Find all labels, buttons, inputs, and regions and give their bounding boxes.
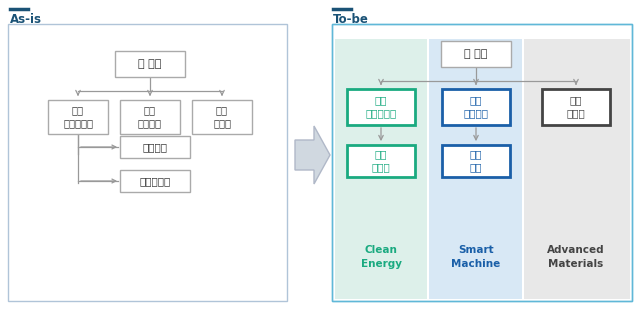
Bar bbox=[524, 39, 630, 299]
Bar bbox=[332, 24, 632, 301]
Bar bbox=[120, 136, 190, 158]
Text: Clean
Energy: Clean Energy bbox=[360, 245, 401, 269]
Bar bbox=[347, 89, 415, 125]
Bar bbox=[115, 51, 185, 77]
Text: Smart
Machine: Smart Machine bbox=[451, 245, 500, 269]
Text: As-is: As-is bbox=[10, 13, 42, 26]
Text: 두산
테스나: 두산 테스나 bbox=[566, 95, 586, 119]
Text: 두산밥켓: 두산밥켓 bbox=[143, 142, 168, 152]
Text: Ⓡ 두산: Ⓡ 두산 bbox=[464, 49, 488, 59]
Text: 두산
밥켓: 두산 밥켓 bbox=[470, 149, 483, 173]
Text: To-be: To-be bbox=[333, 13, 369, 26]
Bar bbox=[347, 145, 415, 177]
Text: Advanced
Materials: Advanced Materials bbox=[547, 245, 605, 269]
Bar bbox=[8, 24, 287, 301]
Text: 두산
에너빌리티: 두산 에너빌리티 bbox=[63, 105, 93, 129]
Bar bbox=[120, 100, 180, 134]
Bar bbox=[429, 39, 522, 299]
Polygon shape bbox=[295, 126, 330, 184]
Bar bbox=[48, 100, 108, 134]
Bar bbox=[441, 41, 511, 67]
Text: 두산퓨열셀: 두산퓨열셀 bbox=[140, 176, 171, 186]
Bar bbox=[442, 89, 510, 125]
Bar bbox=[442, 145, 510, 177]
Bar bbox=[542, 89, 610, 125]
Bar bbox=[332, 24, 632, 301]
Bar bbox=[335, 39, 427, 299]
Text: 두산
로보틹스: 두산 로보틹스 bbox=[463, 95, 488, 119]
Bar bbox=[192, 100, 252, 134]
Bar bbox=[120, 170, 190, 192]
Text: 두산
퓨열셀: 두산 퓨열셀 bbox=[372, 149, 390, 173]
Text: Ⓡ 두산: Ⓡ 두산 bbox=[138, 59, 162, 69]
Text: 두산
로보틹스: 두산 로보틹스 bbox=[138, 105, 162, 129]
Text: 두산
테스나: 두산 테스나 bbox=[213, 105, 231, 129]
Text: 두산
에너빌리티: 두산 에너빌리티 bbox=[365, 95, 397, 119]
